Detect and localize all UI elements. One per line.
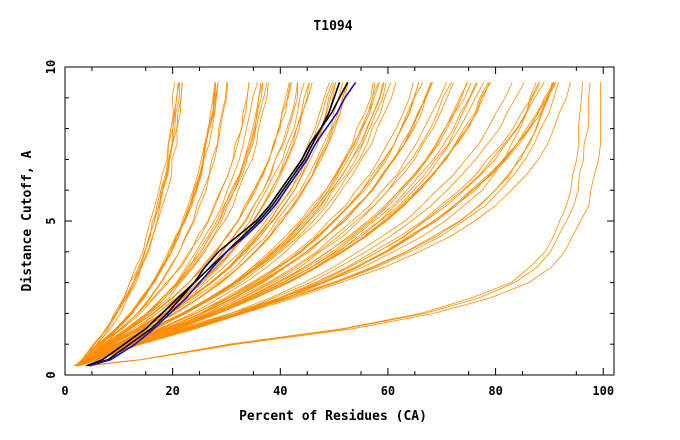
orange-series-line — [76, 82, 292, 367]
orange-series-line — [75, 82, 333, 367]
orange-series-line — [76, 82, 414, 367]
orange-series-line — [85, 82, 583, 367]
orange-series-line — [76, 82, 555, 367]
orange-series-line — [73, 82, 330, 367]
orange-series-line — [77, 82, 452, 367]
orange-series-line — [77, 82, 264, 367]
blue-series-line — [88, 81, 357, 367]
x-tick-label: 40 — [273, 384, 287, 398]
orange-series-line — [76, 82, 250, 367]
orange-series-line — [76, 82, 181, 367]
orange-series-line — [76, 82, 298, 367]
orange-series-line — [78, 82, 420, 367]
orange-series-line — [77, 82, 183, 367]
orange-series-line — [73, 82, 485, 367]
orange-series-line — [77, 82, 180, 367]
x-axis-label: Percent of Residues (CA) — [239, 409, 427, 424]
orange-series-line — [77, 82, 432, 367]
orange-series-line — [75, 82, 348, 367]
orange-series-line — [76, 82, 537, 367]
x-tick-label: 60 — [381, 384, 395, 398]
orange-series-line — [77, 82, 380, 367]
series-layer — [73, 81, 601, 367]
orange-series-line — [75, 82, 337, 367]
tick-layer: 0 20 40 60 80 100 0 5 10 — [44, 60, 614, 398]
orange-series-line — [76, 82, 305, 367]
orange-series-line — [77, 82, 262, 367]
orange-series-line — [76, 82, 554, 367]
orange-series-line — [75, 82, 299, 367]
orange-series-line — [85, 82, 591, 367]
x-tick-label: 100 — [592, 384, 614, 398]
black-series-line — [88, 82, 349, 367]
y-axis-label: Distance Cutoff, A — [20, 150, 35, 291]
orange-series-line — [75, 82, 447, 367]
orange-series-line — [76, 82, 310, 367]
x-tick-label: 20 — [165, 384, 179, 398]
x-tick-label: 0 — [61, 384, 68, 398]
orange-series-line — [75, 82, 490, 367]
orange-series-line — [76, 82, 219, 367]
y-tick-label: 10 — [44, 60, 58, 74]
orange-series-line — [76, 82, 559, 367]
orange-series-line — [78, 82, 555, 367]
orange-series-line — [75, 82, 290, 367]
orange-series-line — [78, 82, 258, 367]
x-tick-label: 80 — [488, 384, 502, 398]
y-tick-label: 0 — [44, 371, 58, 378]
orange-series-line — [76, 82, 379, 367]
y-tick-label: 5 — [44, 217, 58, 224]
orange-series-line — [87, 82, 601, 367]
orange-series-line — [77, 82, 469, 367]
orange-series-line — [77, 82, 349, 367]
orange-series-line — [76, 82, 229, 367]
chart-title: T1094 — [313, 19, 352, 34]
orange-series-line — [76, 82, 432, 367]
